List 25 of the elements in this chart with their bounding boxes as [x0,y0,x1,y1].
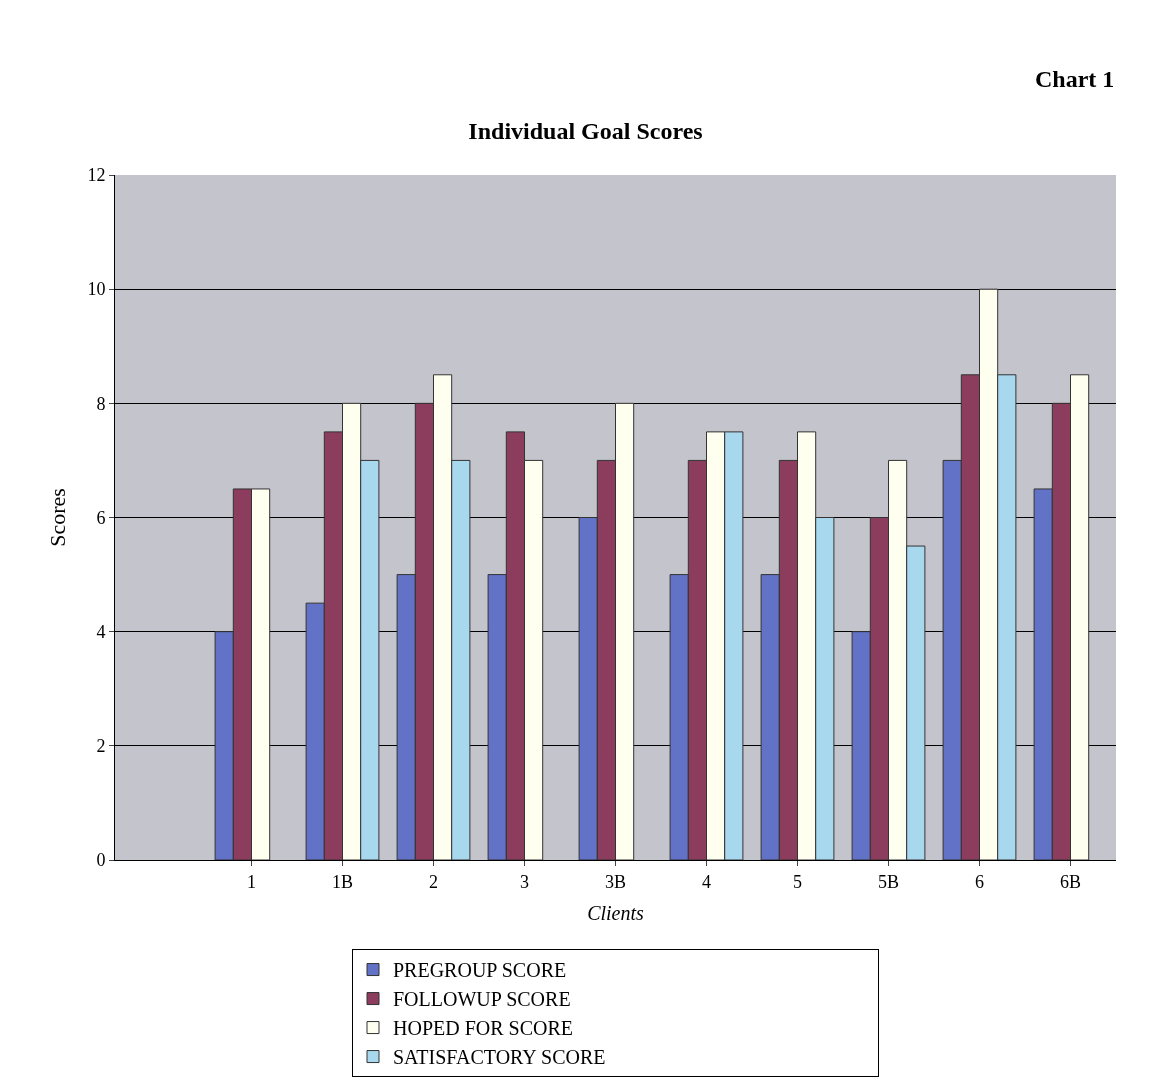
x-tick-label: 2 [429,871,438,892]
x-tick-label: 6 [975,871,984,892]
y-tick-label: 8 [96,393,106,414]
y-tick-label: 0 [96,850,106,871]
x-tick-label: 5 [793,871,802,892]
caption: Chart 1 [1035,66,1115,92]
y-tick-label: 10 [87,279,106,300]
legend-label: FOLLOWUP SCORE [393,988,571,1011]
y-tick-label: 6 [96,507,106,528]
chart-title: Individual Goal Scores [468,118,703,145]
y-tick-label: 4 [96,621,106,642]
x-tick-label: 1B [331,871,354,892]
legend-label: HOPED FOR SCORE [393,1017,574,1040]
y-axis-title: Scores [45,488,71,547]
x-tick-label: 6B [1059,871,1082,892]
x-tick-label: 4 [702,871,711,892]
legend-label: PREGROUP SCORE [393,959,567,982]
x-tick-label: 3 [520,871,529,892]
x-tick-label: 3B [604,871,627,892]
x-axis-title: Clients [587,902,645,925]
x-tick-label: 5B [877,871,900,892]
y-tick-label: 12 [87,165,106,186]
y-tick-label: 2 [96,736,106,757]
x-tick-label: 1 [247,871,256,892]
legend-label: SATISFACTORY SCORE [393,1046,606,1069]
